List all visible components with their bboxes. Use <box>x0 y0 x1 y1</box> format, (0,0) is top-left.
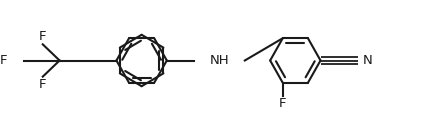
Text: F: F <box>0 54 7 67</box>
Text: NH: NH <box>209 54 229 67</box>
Text: F: F <box>278 97 286 110</box>
Text: N: N <box>362 54 372 67</box>
Text: F: F <box>39 78 46 91</box>
Text: F: F <box>39 30 46 43</box>
